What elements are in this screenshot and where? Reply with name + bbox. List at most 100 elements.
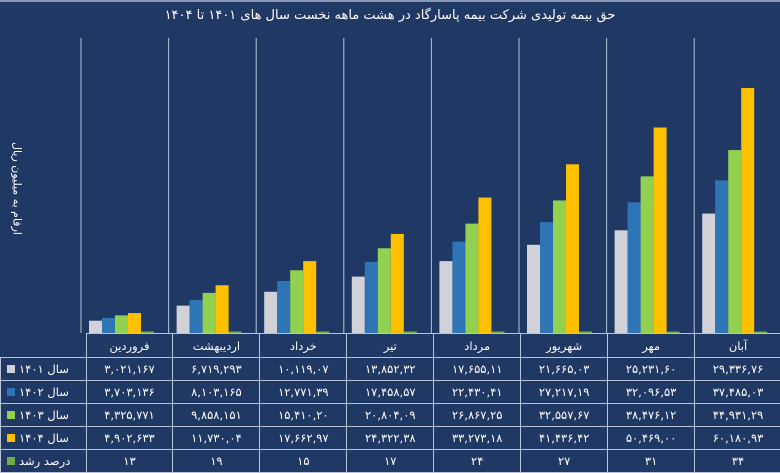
data-label: ۱۷,۶۶۲,۹۷	[260, 427, 347, 450]
category-label: خرداد	[260, 334, 347, 358]
bar-2-6	[540, 222, 553, 333]
data-label: ۹,۸۵۸,۱۵۱	[173, 404, 260, 427]
bar-4-8	[741, 88, 754, 333]
legend-label: سال ۱۴۰۱	[19, 362, 69, 376]
data-label: ۲۴	[434, 450, 521, 473]
bar-3-8	[728, 150, 741, 333]
legend-entry: سال ۱۴۰۴	[1, 427, 87, 450]
legend-label: سال ۱۴۰۲	[19, 385, 69, 399]
bar-4-6	[566, 164, 579, 333]
data-label: ۱۱,۷۳۰,۰۴	[173, 427, 260, 450]
data-label: ۳,۷۰۳,۱۳۶	[86, 381, 173, 404]
data-label: ۴,۳۲۵,۷۷۱	[86, 404, 173, 427]
bar-3-4	[378, 248, 391, 333]
data-label: ۱۷,۴۵۸,۵۷	[347, 381, 434, 404]
bar-3-7	[641, 176, 654, 333]
corner-cell	[1, 334, 87, 358]
legend-key	[7, 457, 15, 465]
data-label: ۶۰,۱۸۰,۹۳	[695, 427, 780, 450]
bar-4-7	[654, 128, 667, 333]
data-label: ۱۳,۸۵۲,۳۲	[347, 358, 434, 381]
bar-1-1	[89, 321, 102, 333]
legend-key	[7, 411, 15, 419]
category-label: مرداد	[434, 334, 521, 358]
data-label: ۱۵	[260, 450, 347, 473]
bar-4-1	[128, 313, 141, 333]
bar-1-7	[615, 230, 628, 333]
data-label: ۴,۹۰۲,۶۳۳	[86, 427, 173, 450]
data-label: ۳۴	[695, 450, 780, 473]
bar-2-3	[277, 281, 290, 333]
bar-1-3	[264, 292, 277, 333]
data-label: ۳۷,۴۸۵,۰۳	[695, 381, 780, 404]
bar-1-2	[177, 306, 190, 333]
data-label: ۲۹,۳۳۶,۷۶	[695, 358, 780, 381]
data-label: ۲۵,۲۳۱,۶۰	[608, 358, 695, 381]
data-label: ۱۰,۱۱۹,۰۷	[260, 358, 347, 381]
data-label: ۱۷,۶۵۵,۱۱	[434, 358, 521, 381]
category-label: آبان	[695, 334, 780, 358]
legend-entry: سال ۱۴۰۳	[1, 404, 87, 427]
data-label: ۲۶,۸۶۷,۲۵	[434, 404, 521, 427]
data-label: ۳۱	[608, 450, 695, 473]
data-label: ۱۹	[173, 450, 260, 473]
data-label: ۶,۷۱۹,۲۹۳	[173, 358, 260, 381]
data-label: ۲۷	[521, 450, 608, 473]
bar-3-1	[115, 315, 128, 333]
bar-2-8	[715, 180, 728, 333]
bar-4-3	[303, 261, 316, 333]
bar-1-4	[352, 277, 365, 333]
data-label: ۲۷,۲۱۷,۱۹	[521, 381, 608, 404]
legend-entry: سال ۱۴۰۱	[1, 358, 87, 381]
data-label: ۳۲,۵۵۷,۶۷	[521, 404, 608, 427]
data-label: ۳,۰۲۱,۱۶۷	[86, 358, 173, 381]
legend-label: سال ۱۴۰۳	[19, 408, 69, 422]
bar-2-4	[365, 262, 378, 333]
bar-4-2	[216, 285, 229, 333]
category-label: اردیبهشت	[173, 334, 260, 358]
bar-2-2	[190, 300, 203, 333]
data-label: ۲۱,۶۶۵,۰۳	[521, 358, 608, 381]
legend-entry: درصد رشد	[1, 450, 87, 473]
legend-entry: سال ۱۴۰۲	[1, 381, 87, 404]
bar-4-5	[478, 198, 491, 333]
legend-label: سال ۱۴۰۴	[19, 431, 69, 445]
category-label: شهریور	[521, 334, 608, 358]
bar-1-5	[439, 261, 452, 333]
bar-3-5	[465, 224, 478, 333]
bar-2-1	[102, 318, 115, 333]
data-label: ۱۲,۷۷۱,۳۹	[260, 381, 347, 404]
category-label: مهر	[608, 334, 695, 358]
data-label: ۲۲,۴۳۰,۴۱	[434, 381, 521, 404]
legend-key	[7, 388, 15, 396]
bar-1-8	[702, 214, 715, 333]
data-label: ۱۳	[86, 450, 173, 473]
data-label: ۱۷	[347, 450, 434, 473]
data-label: ۲۴,۳۲۲,۳۸	[347, 427, 434, 450]
bar-4-4	[391, 234, 404, 333]
bar-2-7	[628, 202, 641, 333]
bar-3-2	[203, 293, 216, 333]
data-label: ۸,۱۰۳,۱۶۵	[173, 381, 260, 404]
category-label: تیر	[347, 334, 434, 358]
data-label: ۵۰,۴۶۹,۰۰	[608, 427, 695, 450]
data-label: ۳۸,۴۷۶,۱۲	[608, 404, 695, 427]
legend-key	[7, 434, 15, 442]
bar-2-5	[452, 242, 465, 333]
bar-3-3	[290, 270, 303, 333]
bar-3-6	[553, 200, 566, 333]
data-label: ۴۴,۹۳۱,۲۹	[695, 404, 780, 427]
legend-key	[7, 365, 15, 373]
data-label: ۳۲,۰۹۶,۵۳	[608, 381, 695, 404]
data-label: ۲۰,۸۰۴,۰۹	[347, 404, 434, 427]
data-label: ۱۵,۴۱۰,۲۰	[260, 404, 347, 427]
legend-label: درصد رشد	[19, 454, 70, 468]
bar-1-6	[527, 245, 540, 333]
